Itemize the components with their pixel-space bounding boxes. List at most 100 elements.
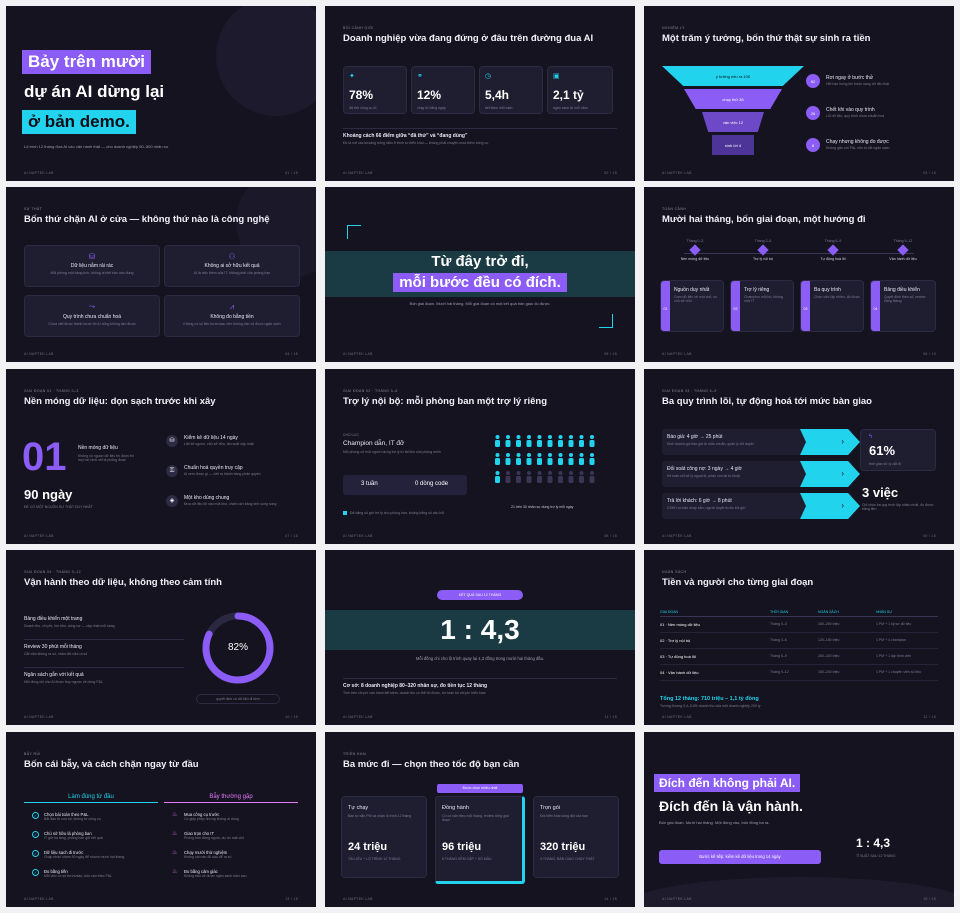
hero-line-2: dự án AI dừng lại [24, 82, 165, 101]
timeline-line [684, 253, 914, 254]
phase-card: 01 Nguồn duy nhất Gom dữ liệu về một chỗ… [660, 280, 724, 332]
phase-card: 02 Trợ lý riêng Champion mỗi bộ, không n… [730, 280, 794, 332]
slide-title: Tiền và người cho từng giai đoạn [662, 577, 814, 588]
loss-badge: 26 [806, 106, 820, 120]
bottom-wave [644, 877, 954, 907]
footer: AI NAPTEK LAB 04 / 15 [24, 352, 298, 356]
slide-7[interactable]: GIAI ĐOẠN 01 · THÁNG 0–3 Nền móng dữ liệ… [6, 369, 316, 544]
timeline-phase: Tháng 0–3 Nền móng dữ liệu [680, 239, 710, 261]
footer: AI NAPTEK LAB 07 / 15 [24, 534, 298, 538]
check-icon: ✓ [32, 869, 39, 876]
flame-icon: ♨ [172, 812, 178, 818]
footer: AI NAPTEK LAB 05 / 15 [343, 352, 617, 356]
person-icon [505, 471, 511, 483]
person-icon [568, 435, 574, 447]
person-icon [579, 453, 584, 465]
stat-card: ◷ 5,4h tiết kiệm mỗi tuần [479, 66, 543, 114]
eyebrow: NGHIỆM LÝ [662, 26, 685, 30]
person-icon [516, 471, 521, 483]
basis: Cơ sở: 8 doanh nghiệp 80–320 nhân sự, đo… [343, 683, 488, 689]
divider [343, 128, 617, 129]
chart-icon: ⩘ [229, 302, 235, 311]
lock-icon: ⚿ [166, 465, 178, 477]
process-row: Đối soát công nợ: 3 ngày → 4 giờ Kế toán… [662, 461, 860, 487]
eyebrow: TOÀN CẢNH [662, 207, 687, 211]
person-icon [526, 435, 532, 447]
person-icon [516, 453, 521, 465]
funnel-stage: vận việc 12 [702, 112, 764, 132]
person-icon [589, 435, 595, 447]
slide-15[interactable]: Đích đến không phải AI. Đích đến là vận … [644, 732, 954, 907]
slide-10[interactable]: GIAI ĐOẠN 04 · THÁNG 9–12 Vận hành theo … [6, 550, 316, 725]
slide-6[interactable]: TOÀN CẢNH Mười hai tháng, bốn giai đoạn,… [644, 187, 954, 362]
eyebrow: SỰ THẬT [24, 207, 43, 211]
champion-sub: Mỗi phòng cử một người dựng trợ lý từ tà… [343, 450, 442, 454]
do-column-head: Làm đúng từ đầu [24, 794, 158, 803]
stat-card: ✦ 78% đã thử công cụ AI [343, 66, 407, 114]
person-icon [516, 435, 521, 447]
hero-sub: Lộ trình 12 tháng đưa AI vào vận hành th… [24, 144, 169, 149]
slide-title: Ba quy trình lõi, tự động hoá tới mức bà… [662, 396, 872, 407]
person-icon [495, 471, 500, 483]
flame-icon: ♨ [172, 831, 178, 837]
arrow-icon: › [800, 429, 860, 455]
footer: AI NAPTEK LAB 09 / 15 [662, 534, 936, 538]
slide-5[interactable]: Từ đây trở đi, mỗi bước đều có đích. Bốn… [325, 187, 635, 362]
gauge-ring [202, 612, 274, 684]
gauge-caption: quyết định có dữ liệu đi kèm [196, 694, 280, 704]
gap-sub: Đó là nơi các khoảng trống nằm ở trình t… [343, 141, 490, 145]
person-icon [505, 453, 511, 465]
blocker-card: ⛁ Dữ liệu nằm rải rác Mỗi phòng một bảng… [24, 245, 160, 287]
footer: AI NAPTEK LAB 08 / 15 [343, 534, 617, 538]
link-icon: ⚭ [417, 73, 423, 80]
person-icon [505, 435, 511, 447]
tier-card[interactable]: Trọn gói Đội triển khai cùng đội của bạn… [533, 796, 619, 878]
layers-icon: ◈ [166, 495, 178, 507]
jobs-value: 3 việc [862, 485, 899, 500]
slide-11[interactable]: KẾT QUẢ SAU 12 THÁNG 1 : 4,3 Mỗi đồng ch… [325, 550, 635, 725]
slide-14[interactable]: TRIỂN KHAI Ba mức đi — chọn theo tốc độ … [325, 732, 635, 907]
ratio-sub: TỈ SUẤT SAU 12 THÁNG [856, 854, 896, 858]
ratio: 1 : 4,3 [856, 836, 891, 850]
hero-line-1: Đích đến không phải AI. [654, 774, 801, 792]
slide-title: Doanh nghiệp vừa đang đứng ở đâu trên đư… [343, 33, 594, 44]
metric-bar: 3 tuần 0 dòng code [343, 475, 467, 495]
slide-9[interactable]: GIAI ĐOẠN 03 · THÁNG 6–9 Ba quy trình lõ… [644, 369, 954, 544]
person-icon [537, 471, 542, 483]
result-pill: KẾT QUẢ SAU 12 THÁNG [437, 590, 523, 600]
slide-8[interactable]: GIAI ĐOẠN 02 · THÁNG 3–6 Trợ lý nội bộ: … [325, 369, 635, 544]
sparkle-icon: ✦ [349, 73, 355, 80]
process-row: Báo giá: 4 giờ → 25 phút Kinh doanh gọi … [662, 429, 860, 455]
loss-badge: 62 [806, 74, 820, 88]
slide-12[interactable]: NGÂN SÁCH Tiền và người cho từng giai đo… [644, 550, 954, 725]
person-icon [526, 471, 532, 483]
hero-line-1: Từ đây trở đi, [431, 253, 529, 270]
timeline-phase: Tháng 6–9 Tự động hoá lõi [820, 239, 846, 261]
jobs-sub: Chỉ chọn ba quy trình lặp nhiều nhất, đo… [862, 503, 934, 511]
slide-title: Mười hai tháng, bốn giai đoạn, một hướng… [662, 214, 866, 225]
timeline-phase: Tháng 3–6 Trợ lý nội bộ [753, 239, 773, 261]
popular-badge: Được chọn nhiều nhất [437, 784, 523, 793]
slide-4[interactable]: SỰ THẬT Bốn thứ chặn AI ở cửa — không th… [6, 187, 316, 362]
bolt-icon: ϟ [869, 434, 873, 440]
slide-13[interactable]: BẪY RỦI Bốn cái bẫy, và cách chặn ngay t… [6, 732, 316, 907]
slide-title: Nền móng dữ liệu: dọn sạch trước khi xây [24, 396, 216, 407]
person-icon [547, 453, 553, 465]
person-icon [579, 471, 584, 483]
slide-2[interactable]: BỐI CẢNH GIỚI Doanh nghiệp vừa đang đứng… [325, 6, 635, 181]
list-item: ♨ Đo bằng cảm giác Không bảo vệ được ngân … [172, 869, 247, 878]
footer: AI NAPTEK LAB 03 / 15 [662, 171, 936, 175]
eyebrow: GIAI ĐOẠN 01 · THÁNG 0–3 [24, 389, 79, 393]
tier-card[interactable]: Tự chạy Bạn tự dẫn PM và nhận lộ trình 1… [341, 796, 427, 878]
sub-eyebrow: CHỦ LỰC [343, 433, 360, 437]
slide-1[interactable]: Bảy trên mười dự án AI dừng lại ở bản de… [6, 6, 316, 181]
slide-3[interactable]: NGHIỆM LÝ Một trăm ý tưởng, bốn thứ thật… [644, 6, 954, 181]
ratio-caption: Mỗi đồng chi cho lộ trình quay lại 4,3 đ… [415, 656, 545, 661]
tier-card-featured[interactable]: Đồng hành Có cố vấn theo mỗi tháng, revi… [435, 796, 525, 884]
funnel-stage: sinh lời 4 [712, 135, 754, 155]
cta-button[interactable]: Bước kế tiếp: kiểm kê dữ liệu trong 14 n… [659, 850, 821, 864]
diamond-icon [757, 244, 769, 256]
people-grid [495, 435, 595, 483]
eyebrow: BỐI CẢNH GIỚI [343, 26, 374, 30]
phase-card: 03 Ba quy trình Chọn việc lặp nhiều, đo … [800, 280, 864, 332]
